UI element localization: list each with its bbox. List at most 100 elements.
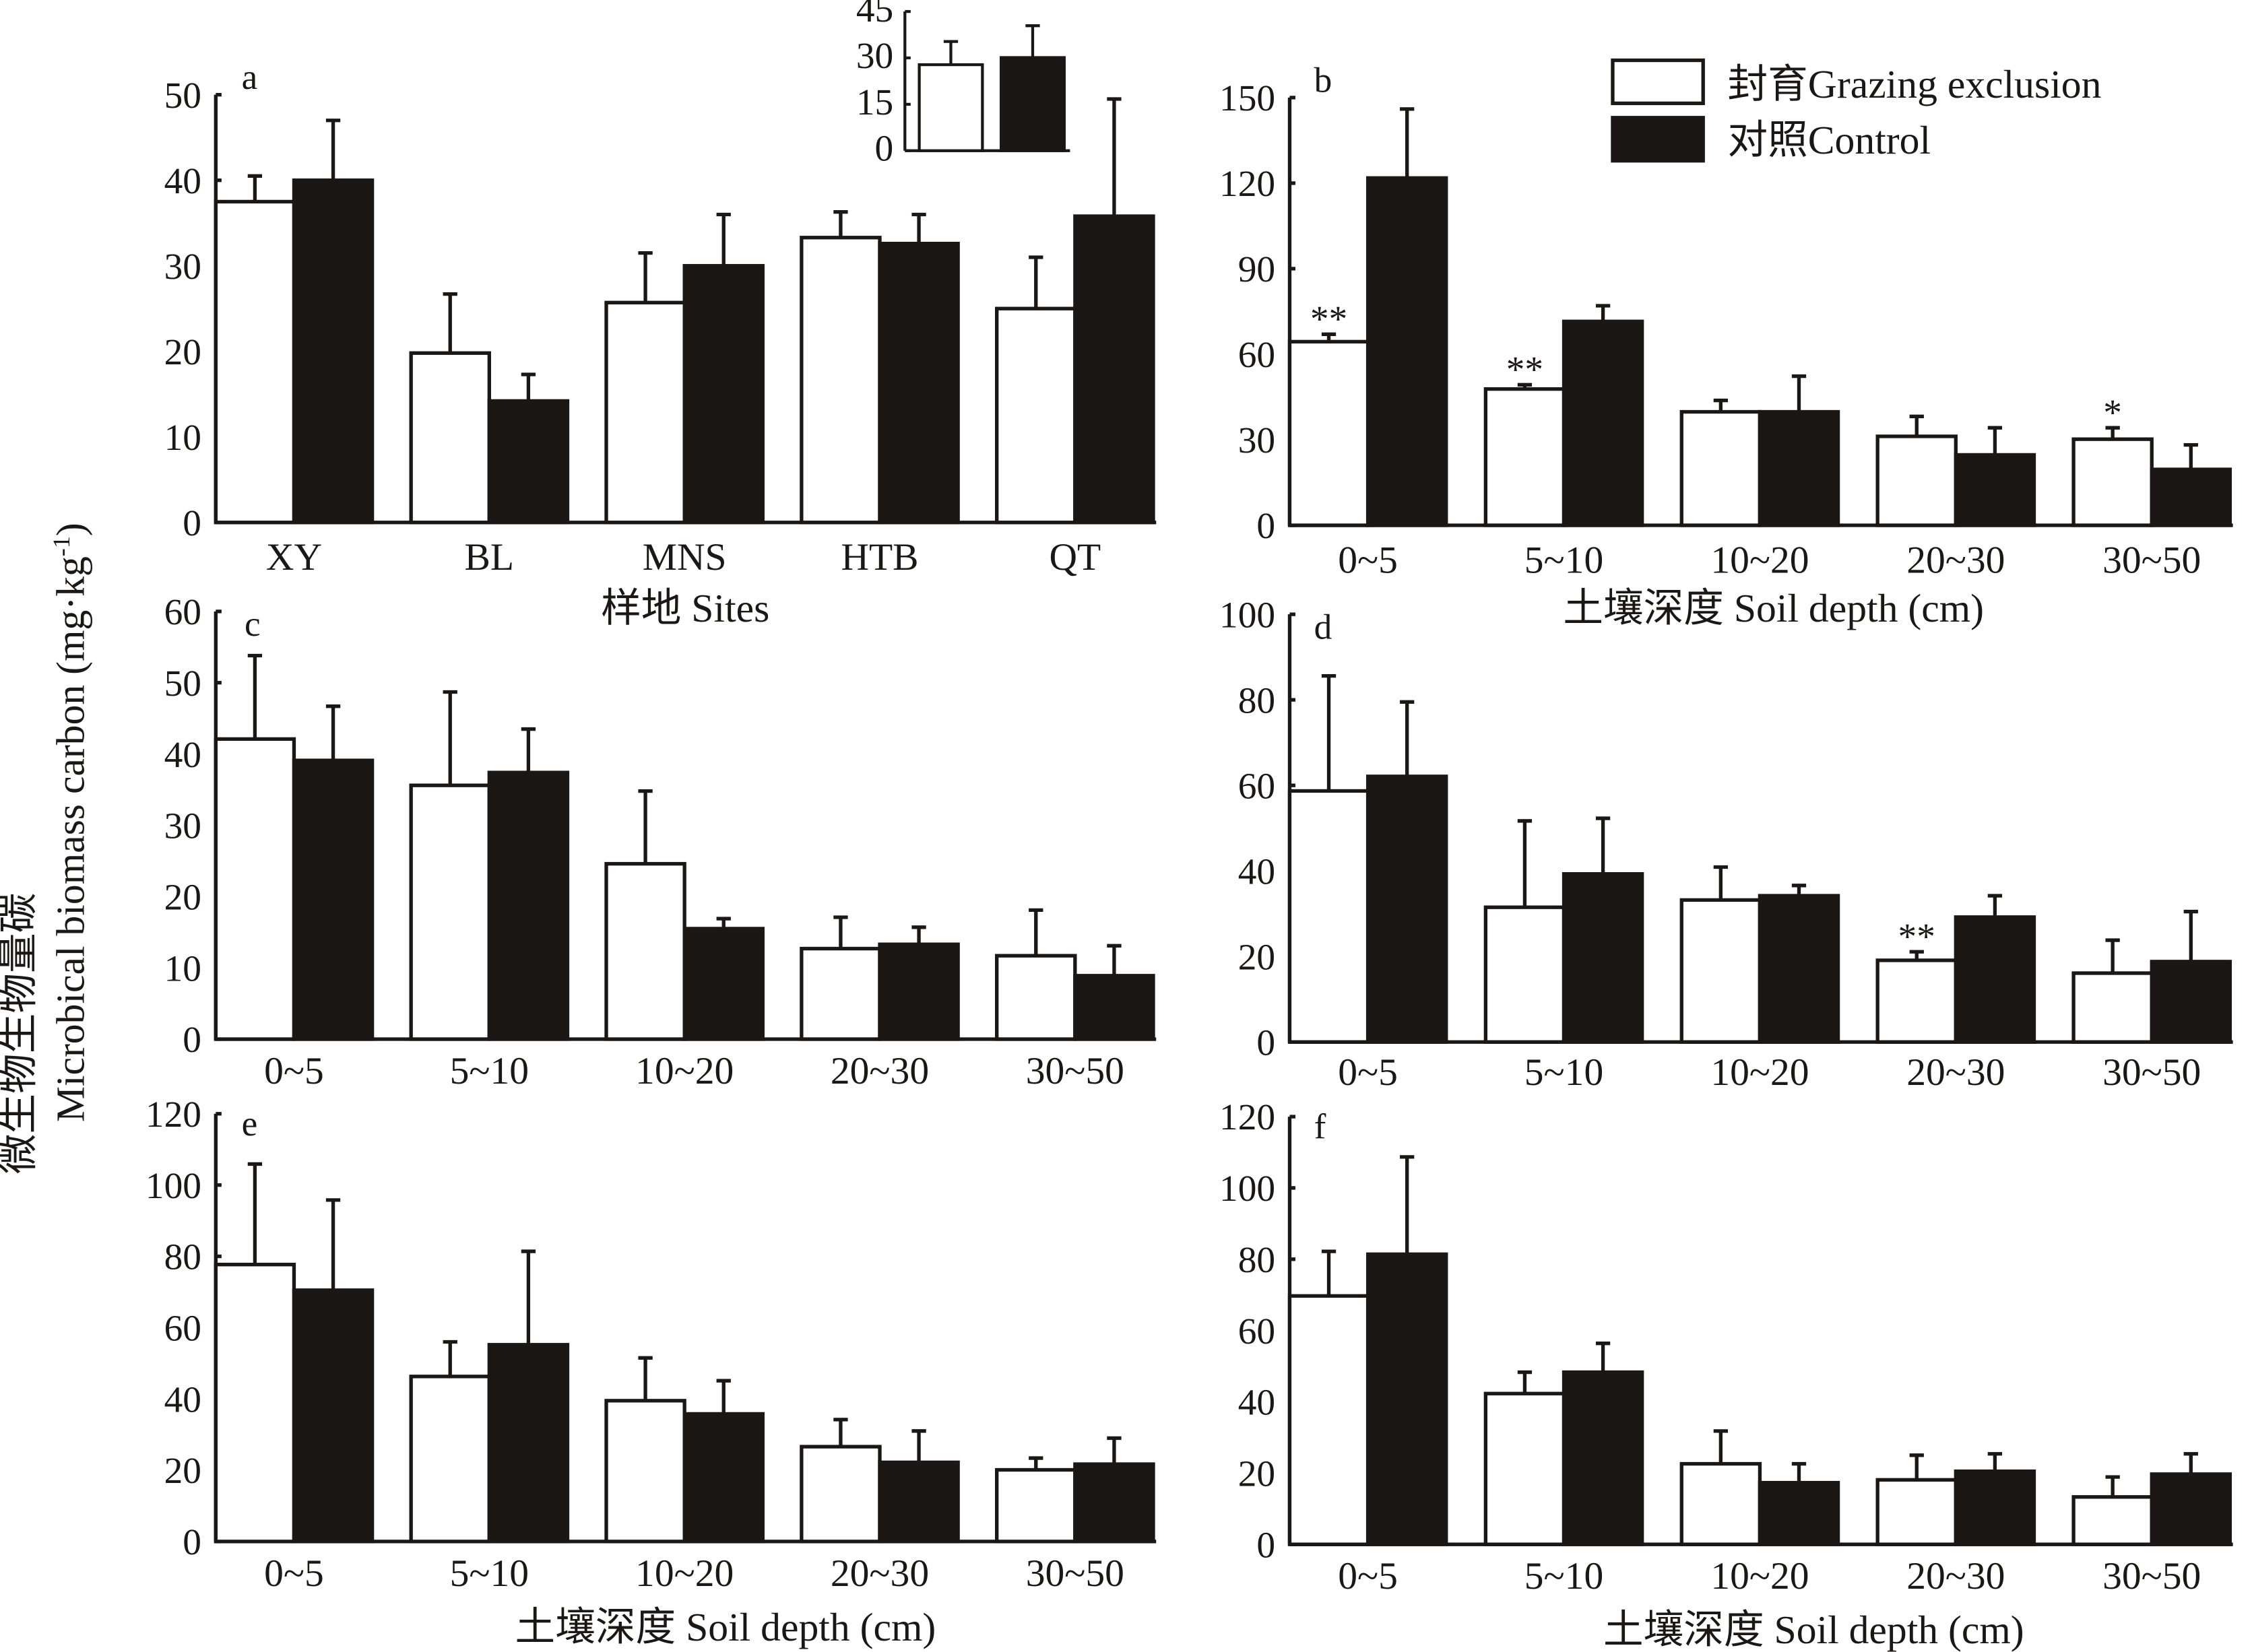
bar-control	[2150, 467, 2232, 527]
x-tick-label: 20~30	[831, 1552, 929, 1595]
bar-grazing-exclusion	[995, 954, 1077, 1041]
y-tick-label: 60	[164, 1308, 201, 1349]
bar-grazing-exclusion	[214, 199, 296, 525]
significance-marker: **	[1898, 916, 1935, 957]
y-tick-label: 30	[164, 246, 201, 287]
y-axis-title: 微生物生物量碳 Microbical biomass carbon (mg·kg…	[0, 523, 92, 1174]
y-tick-label: 0	[1256, 505, 1275, 546]
panel-e: 0 20 40 60 80 100 120 0~5 5~10 10~20 20~30 30~50 土壤深…	[146, 1094, 1157, 1649]
panel-d: 0 20 40 60 80 100 0~5 5~10 10~20 ** 20~30 30~50 d	[1219, 594, 2233, 1094]
y-axis-title-cn: 微生物生物量碳	[0, 893, 41, 1175]
x-tick-label: 5~10	[1524, 1555, 1603, 1597]
bar-grazing-exclusion	[214, 1263, 296, 1544]
panel-label: b	[1314, 60, 1332, 100]
bar-control	[1954, 453, 2036, 527]
y-tick-label: 150	[1219, 77, 1275, 119]
y-tick-label: 60	[1238, 1311, 1275, 1352]
x-tick-label: 10~20	[1710, 539, 1809, 581]
x-tick-label: 30~50	[2102, 539, 2201, 581]
y-tick-label: 30	[164, 805, 201, 847]
y-tick-label: 50	[164, 75, 201, 116]
x-tick-label: BL	[465, 536, 515, 579]
x-tick-label: MNS	[643, 536, 727, 579]
significance-marker: **	[1310, 298, 1347, 339]
x-tick-label: 5~10	[1524, 1051, 1603, 1094]
x-tick-label: 10~20	[1710, 1051, 1809, 1094]
bar-grazing-exclusion	[800, 1445, 882, 1544]
bar-control	[487, 399, 570, 525]
y-tick-label: 100	[1219, 1168, 1275, 1209]
bar-control	[1758, 1480, 1840, 1546]
y-tick-label: 10	[164, 417, 201, 458]
x-tick-label: 0~5	[1338, 1555, 1398, 1597]
y-tick-label: 100	[1219, 594, 1275, 635]
bar-control	[1954, 1469, 2036, 1546]
bar-grazing-exclusion	[1483, 387, 1566, 527]
bar-control	[1365, 774, 1448, 1044]
y-tick-label: 40	[1238, 1382, 1275, 1423]
y-tick-label: 0	[875, 128, 894, 169]
bar-control	[1758, 409, 1840, 527]
bar-control	[878, 242, 960, 525]
x-tick-label: 0~5	[264, 1050, 324, 1092]
bar-grazing-exclusion	[604, 300, 686, 525]
x-tick-label: 30~50	[2102, 1051, 2201, 1094]
bar-grazing-exclusion	[1679, 1461, 1762, 1546]
panel-label: e	[242, 1104, 258, 1144]
y-tick-label: 60	[164, 591, 201, 632]
y-tick-label: 0	[1256, 1022, 1275, 1063]
x-axis-title: 土壤深度 Soil depth (cm)	[1603, 1608, 2024, 1652]
bar-control	[682, 264, 765, 525]
y-tick-label: 20	[1238, 936, 1275, 977]
x-tick-label: 5~10	[450, 1050, 529, 1092]
y-tick-label: 20	[164, 331, 201, 372]
x-tick-label: 0~5	[264, 1552, 324, 1595]
bar-control	[292, 1288, 375, 1544]
bar-control	[1365, 176, 1448, 527]
bar-grazing-exclusion	[1483, 905, 1566, 1044]
x-tick-label: 30~50	[1026, 1552, 1124, 1595]
bar-grazing-exclusion	[1483, 1391, 1566, 1546]
x-tick-label: 10~20	[635, 1552, 734, 1595]
bar-control	[1758, 894, 1840, 1044]
bar-grazing-exclusion	[1679, 409, 1762, 527]
x-tick-label: 5~10	[450, 1552, 529, 1595]
bar-control	[999, 56, 1066, 152]
bar-control	[292, 178, 375, 525]
bar-grazing-exclusion	[1287, 1294, 1370, 1546]
x-tick-label: 10~20	[635, 1050, 734, 1092]
bar-grazing-exclusion	[409, 351, 491, 525]
bar-control	[2150, 960, 2232, 1044]
bar-control	[1562, 1370, 1644, 1546]
legend-label-grazing-exclusion: 封育Grazing exclusion	[1727, 62, 2101, 106]
y-tick-label: 20	[1238, 1453, 1275, 1494]
x-tick-label: 20~30	[831, 1050, 929, 1092]
bar-grazing-exclusion	[2071, 1495, 2154, 1546]
y-tick-label: 80	[1238, 680, 1275, 721]
bar-grazing-exclusion	[995, 1467, 1077, 1544]
panel-label: d	[1314, 607, 1332, 647]
x-tick-label: 30~50	[1026, 1050, 1124, 1092]
y-tick-label: 60	[1238, 334, 1275, 375]
bar-control	[682, 1412, 765, 1544]
y-tick-label: 40	[164, 160, 201, 201]
y-tick-label: 40	[1238, 851, 1275, 892]
x-tick-label: 20~30	[1906, 1555, 2005, 1597]
y-axis-title-close: )	[48, 523, 92, 536]
bar-control	[487, 770, 570, 1041]
x-tick-label: 20~30	[1906, 1051, 2005, 1094]
y-tick-label: 80	[1238, 1239, 1275, 1280]
y-tick-label: 20	[164, 876, 201, 917]
x-tick-label: 30~50	[2102, 1555, 2201, 1597]
bar-grazing-exclusion	[918, 63, 984, 152]
bar-control	[1073, 974, 1155, 1041]
x-tick-label: 20~30	[1906, 539, 2005, 581]
bar-control	[1073, 214, 1155, 525]
legend: 封育Grazing exclusion 对照Control	[1611, 58, 2101, 163]
bar-grazing-exclusion	[1679, 898, 1762, 1044]
bar-control	[2150, 1472, 2232, 1546]
y-tick-label: 40	[164, 1379, 201, 1420]
y-tick-label: 120	[1219, 1096, 1275, 1137]
